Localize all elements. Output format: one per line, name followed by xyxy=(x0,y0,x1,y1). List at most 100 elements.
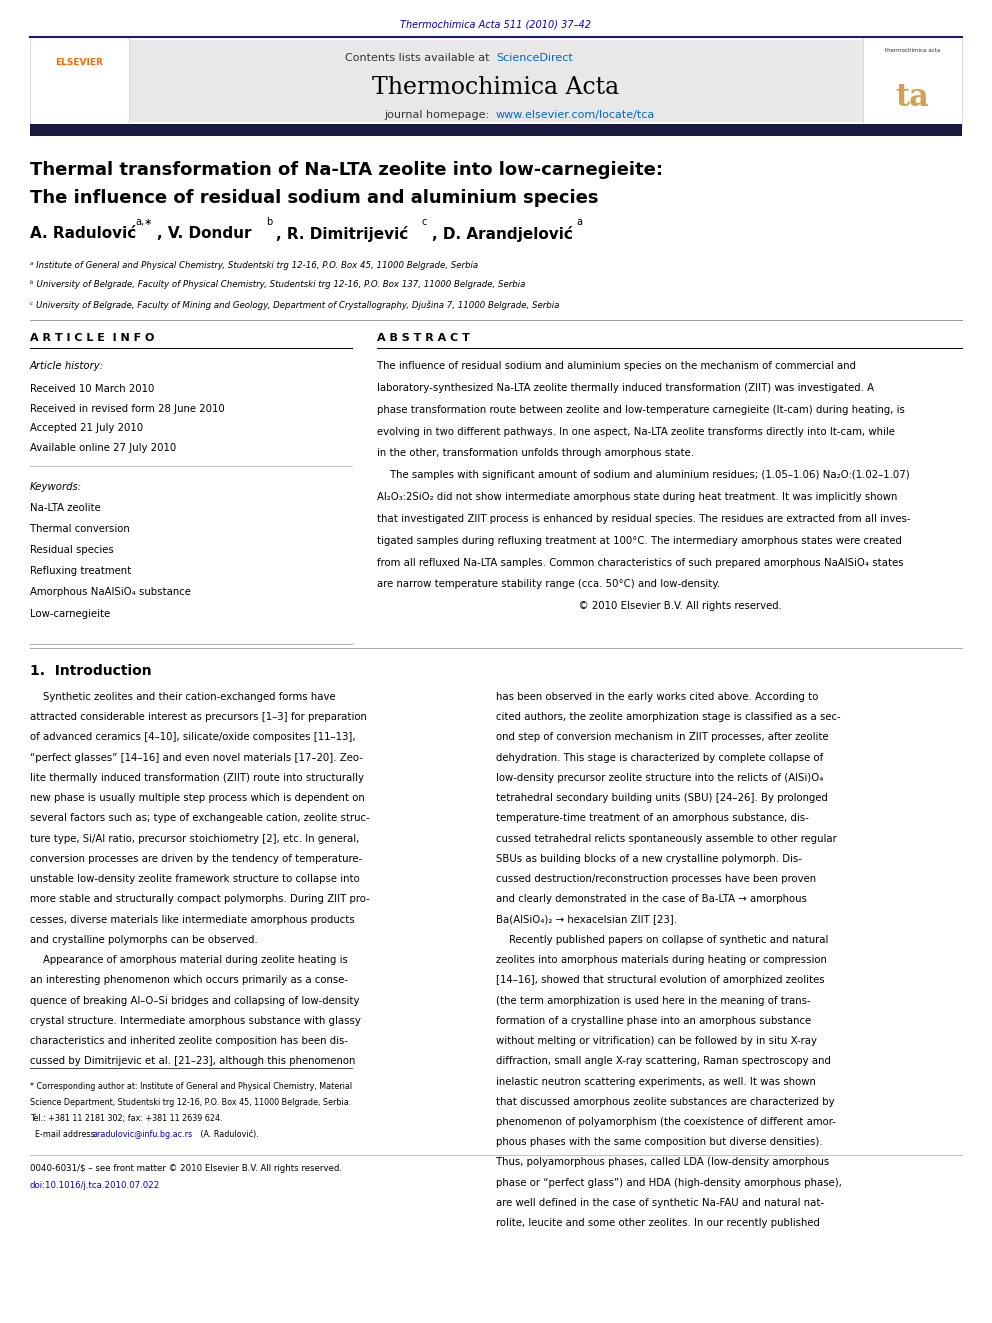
Text: , D. Arandjelović: , D. Arandjelović xyxy=(432,226,572,242)
Text: Synthetic zeolites and their cation-exchanged forms have: Synthetic zeolites and their cation-exch… xyxy=(30,692,335,703)
Text: cussed tetrahedral relicts spontaneously assemble to other regular: cussed tetrahedral relicts spontaneously… xyxy=(496,833,836,844)
Text: E-mail address:: E-mail address: xyxy=(30,1130,99,1139)
Text: Appearance of amorphous material during zeolite heating is: Appearance of amorphous material during … xyxy=(30,955,347,964)
Text: rolite, leucite and some other zeolites. In our recently published: rolite, leucite and some other zeolites.… xyxy=(496,1218,819,1228)
Text: phase or “perfect glass”) and HDA (high-density amorphous phase),: phase or “perfect glass”) and HDA (high-… xyxy=(496,1177,842,1188)
Text: temperature-time treatment of an amorphous substance, dis-: temperature-time treatment of an amorpho… xyxy=(496,814,808,823)
Text: laboratory-synthesized Na-LTA zeolite thermally induced transformation (ZIIT) wa: laboratory-synthesized Na-LTA zeolite th… xyxy=(377,384,874,393)
Text: more stable and structurally compact polymorphs. During ZIIT pro-: more stable and structurally compact pol… xyxy=(30,894,369,905)
Text: The influence of residual sodium and aluminium species on the mechanism of comme: The influence of residual sodium and alu… xyxy=(377,361,856,372)
Text: ta: ta xyxy=(896,82,930,114)
Text: cussed destruction/reconstruction processes have been proven: cussed destruction/reconstruction proces… xyxy=(496,875,816,884)
Text: © 2010 Elsevier B.V. All rights reserved.: © 2010 Elsevier B.V. All rights reserved… xyxy=(377,601,782,611)
Text: unstable low-density zeolite framework structure to collapse into: unstable low-density zeolite framework s… xyxy=(30,875,359,884)
Text: 1.  Introduction: 1. Introduction xyxy=(30,664,152,679)
Text: dehydration. This stage is characterized by complete collapse of: dehydration. This stage is characterized… xyxy=(496,753,823,762)
Text: Tel.: +381 11 2181 302; fax: +381 11 2639 624.: Tel.: +381 11 2181 302; fax: +381 11 263… xyxy=(30,1114,222,1123)
FancyBboxPatch shape xyxy=(30,124,962,136)
Text: phous phases with the same composition but diverse densities).: phous phases with the same composition b… xyxy=(496,1138,822,1147)
Text: of advanced ceramics [4–10], silicate/oxide composites [11–13],: of advanced ceramics [4–10], silicate/ox… xyxy=(30,733,355,742)
Text: , V. Dondur: , V. Dondur xyxy=(157,226,251,241)
Text: characteristics and inherited zeolite composition has been dis-: characteristics and inherited zeolite co… xyxy=(30,1036,348,1046)
Text: a: a xyxy=(576,217,582,228)
Text: * Corresponding author at: Institute of General and Physical Chemistry, Material: * Corresponding author at: Institute of … xyxy=(30,1082,352,1091)
Text: lite thermally induced transformation (ZIIT) route into structurally: lite thermally induced transformation (Z… xyxy=(30,773,364,783)
Text: are well defined in the case of synthetic Na-FAU and natural nat-: are well defined in the case of syntheti… xyxy=(496,1199,824,1208)
Text: The samples with significant amount of sodium and aluminium residues; (1.05–1.06: The samples with significant amount of s… xyxy=(377,471,910,480)
Text: Low-carnegieite: Low-carnegieite xyxy=(30,609,110,619)
Text: Residual species: Residual species xyxy=(30,545,113,556)
Text: crystal structure. Intermediate amorphous substance with glassy: crystal structure. Intermediate amorphou… xyxy=(30,1016,361,1025)
Text: diffraction, small angle X-ray scattering, Raman spectroscopy and: diffraction, small angle X-ray scatterin… xyxy=(496,1056,831,1066)
Text: 0040-6031/$ – see front matter © 2010 Elsevier B.V. All rights reserved.: 0040-6031/$ – see front matter © 2010 El… xyxy=(30,1164,342,1174)
FancyBboxPatch shape xyxy=(863,36,962,126)
Text: journal homepage:: journal homepage: xyxy=(384,110,493,120)
Text: Al₂O₃:2SiO₂ did not show intermediate amorphous state during heat treatment. It : Al₂O₃:2SiO₂ did not show intermediate am… xyxy=(377,492,898,503)
Text: (A. Radulović).: (A. Radulović). xyxy=(198,1130,259,1139)
Text: c: c xyxy=(422,217,427,228)
Text: low-density precursor zeolite structure into the relicts of (AlSi)O₄: low-density precursor zeolite structure … xyxy=(496,773,823,783)
Text: Thermochimica Acta: Thermochimica Acta xyxy=(372,75,620,99)
Text: Keywords:: Keywords: xyxy=(30,482,82,492)
Text: from all refluxed Na-LTA samples. Common characteristics of such prepared amorph: from all refluxed Na-LTA samples. Common… xyxy=(377,558,904,568)
Text: Science Department, Studentski trg 12-16, P.O. Box 45, 11000 Belgrade, Serbia.: Science Department, Studentski trg 12-16… xyxy=(30,1098,351,1107)
FancyBboxPatch shape xyxy=(30,36,129,126)
Text: ᶜ University of Belgrade, Faculty of Mining and Geology, Department of Crystallo: ᶜ University of Belgrade, Faculty of Min… xyxy=(30,300,559,310)
Text: A R T I C L E  I N F O: A R T I C L E I N F O xyxy=(30,333,154,344)
Text: ᵇ University of Belgrade, Faculty of Physical Chemistry, Studentski trg 12-16, P: ᵇ University of Belgrade, Faculty of Phy… xyxy=(30,280,525,290)
Text: several factors such as; type of exchangeable cation, zeolite struc-: several factors such as; type of exchang… xyxy=(30,814,369,823)
Text: Contents lists available at: Contents lists available at xyxy=(345,53,493,64)
Text: A. Radulović: A. Radulović xyxy=(30,226,136,241)
Text: The influence of residual sodium and aluminium species: The influence of residual sodium and alu… xyxy=(30,189,598,208)
Text: Thermal conversion: Thermal conversion xyxy=(30,524,130,534)
Text: quence of breaking Al–O–Si bridges and collapsing of low-density: quence of breaking Al–O–Si bridges and c… xyxy=(30,995,359,1005)
Text: Received 10 March 2010: Received 10 March 2010 xyxy=(30,384,154,394)
Text: ond step of conversion mechanism in ZIIT processes, after zeolite: ond step of conversion mechanism in ZIIT… xyxy=(496,733,828,742)
Text: that discussed amorphous zeolite substances are characterized by: that discussed amorphous zeolite substan… xyxy=(496,1097,834,1107)
Text: formation of a crystalline phase into an amorphous substance: formation of a crystalline phase into an… xyxy=(496,1016,811,1025)
Text: [14–16], showed that structural evolution of amorphized zeolites: [14–16], showed that structural evolutio… xyxy=(496,975,824,986)
Text: Article history:: Article history: xyxy=(30,361,104,372)
Text: phase transformation route between zeolite and low-temperature carnegieite (lt-c: phase transformation route between zeoli… xyxy=(377,405,905,415)
Text: Accepted 21 July 2010: Accepted 21 July 2010 xyxy=(30,423,143,434)
Text: in the other, transformation unfolds through amorphous state.: in the other, transformation unfolds thr… xyxy=(377,448,694,459)
Text: and clearly demonstrated in the case of Ba-LTA → amorphous: and clearly demonstrated in the case of … xyxy=(496,894,806,905)
Text: ture type, Si/Al ratio, precursor stoichiometry [2], etc. In general,: ture type, Si/Al ratio, precursor stoich… xyxy=(30,833,359,844)
Text: without melting or vitrification) can be followed by in situ X-ray: without melting or vitrification) can be… xyxy=(496,1036,817,1046)
Text: phenomenon of polyamorphism (the coexistence of different amor-: phenomenon of polyamorphism (the coexist… xyxy=(496,1117,836,1127)
Text: (the term amorphization is used here in the meaning of trans-: (the term amorphization is used here in … xyxy=(496,995,810,1005)
Text: aradulovic@infu.bg.ac.rs: aradulovic@infu.bg.ac.rs xyxy=(92,1130,192,1139)
Text: zeolites into amorphous materials during heating or compression: zeolites into amorphous materials during… xyxy=(496,955,827,964)
Text: Ba(AlSiO₄)₂ → hexacelsian ZIIT [23].: Ba(AlSiO₄)₂ → hexacelsian ZIIT [23]. xyxy=(496,914,677,925)
Text: Refluxing treatment: Refluxing treatment xyxy=(30,566,131,577)
Text: cited authors, the zeolite amorphization stage is classified as a sec-: cited authors, the zeolite amorphization… xyxy=(496,712,840,722)
Text: and crystalline polymorphs can be observed.: and crystalline polymorphs can be observ… xyxy=(30,935,258,945)
Text: cesses, diverse materials like intermediate amorphous products: cesses, diverse materials like intermedi… xyxy=(30,914,354,925)
Text: tigated samples during refluxing treatment at 100°C. The intermediary amorphous : tigated samples during refluxing treatme… xyxy=(377,536,902,546)
Text: a,∗: a,∗ xyxy=(135,217,152,228)
Text: “perfect glasses” [14–16] and even novel materials [17–20]. Zeo-: “perfect glasses” [14–16] and even novel… xyxy=(30,753,363,762)
Text: an interesting phenomenon which occurs primarily as a conse-: an interesting phenomenon which occurs p… xyxy=(30,975,348,986)
Text: SBUs as building blocks of a new crystalline polymorph. Dis-: SBUs as building blocks of a new crystal… xyxy=(496,853,802,864)
Text: that investigated ZIIT process is enhanced by residual species. The residues are: that investigated ZIIT process is enhanc… xyxy=(377,515,911,524)
Text: , R. Dimitrijević: , R. Dimitrijević xyxy=(276,226,408,242)
Text: doi:10.1016/j.tca.2010.07.022: doi:10.1016/j.tca.2010.07.022 xyxy=(30,1181,160,1191)
Text: Received in revised form 28 June 2010: Received in revised form 28 June 2010 xyxy=(30,404,224,414)
Text: inelastic neutron scattering experiments, as well. It was shown: inelastic neutron scattering experiments… xyxy=(496,1077,815,1086)
Text: cussed by Dimitrijevic et al. [21–23], although this phenomenon: cussed by Dimitrijevic et al. [21–23], a… xyxy=(30,1056,355,1066)
Text: www.elsevier.com/locate/tca: www.elsevier.com/locate/tca xyxy=(496,110,656,120)
Text: Thermal transformation of Na-LTA zeolite into low-carnegieite:: Thermal transformation of Na-LTA zeolite… xyxy=(30,161,663,180)
Text: ScienceDirect: ScienceDirect xyxy=(496,53,572,64)
Text: Available online 27 July 2010: Available online 27 July 2010 xyxy=(30,443,176,454)
Text: Na-LTA zeolite: Na-LTA zeolite xyxy=(30,503,100,513)
Text: Thermochimica Acta 511 (2010) 37–42: Thermochimica Acta 511 (2010) 37–42 xyxy=(401,20,591,30)
Text: new phase is usually multiple step process which is dependent on: new phase is usually multiple step proce… xyxy=(30,794,364,803)
Text: ᵃ Institute of General and Physical Chemistry, Studentski trg 12-16, P.O. Box 45: ᵃ Institute of General and Physical Chem… xyxy=(30,261,478,270)
Text: ELSEVIER: ELSEVIER xyxy=(56,58,103,66)
Text: b: b xyxy=(266,217,272,228)
FancyBboxPatch shape xyxy=(129,40,863,122)
Text: Thus, polyamorphous phases, called LDA (low-density amorphous: Thus, polyamorphous phases, called LDA (… xyxy=(496,1158,829,1167)
Text: evolving in two different pathways. In one aspect, Na-LTA zeolite transforms dir: evolving in two different pathways. In o… xyxy=(377,426,895,437)
Text: Recently published papers on collapse of synthetic and natural: Recently published papers on collapse of… xyxy=(496,935,828,945)
Text: attracted considerable interest as precursors [1–3] for preparation: attracted considerable interest as precu… xyxy=(30,712,367,722)
